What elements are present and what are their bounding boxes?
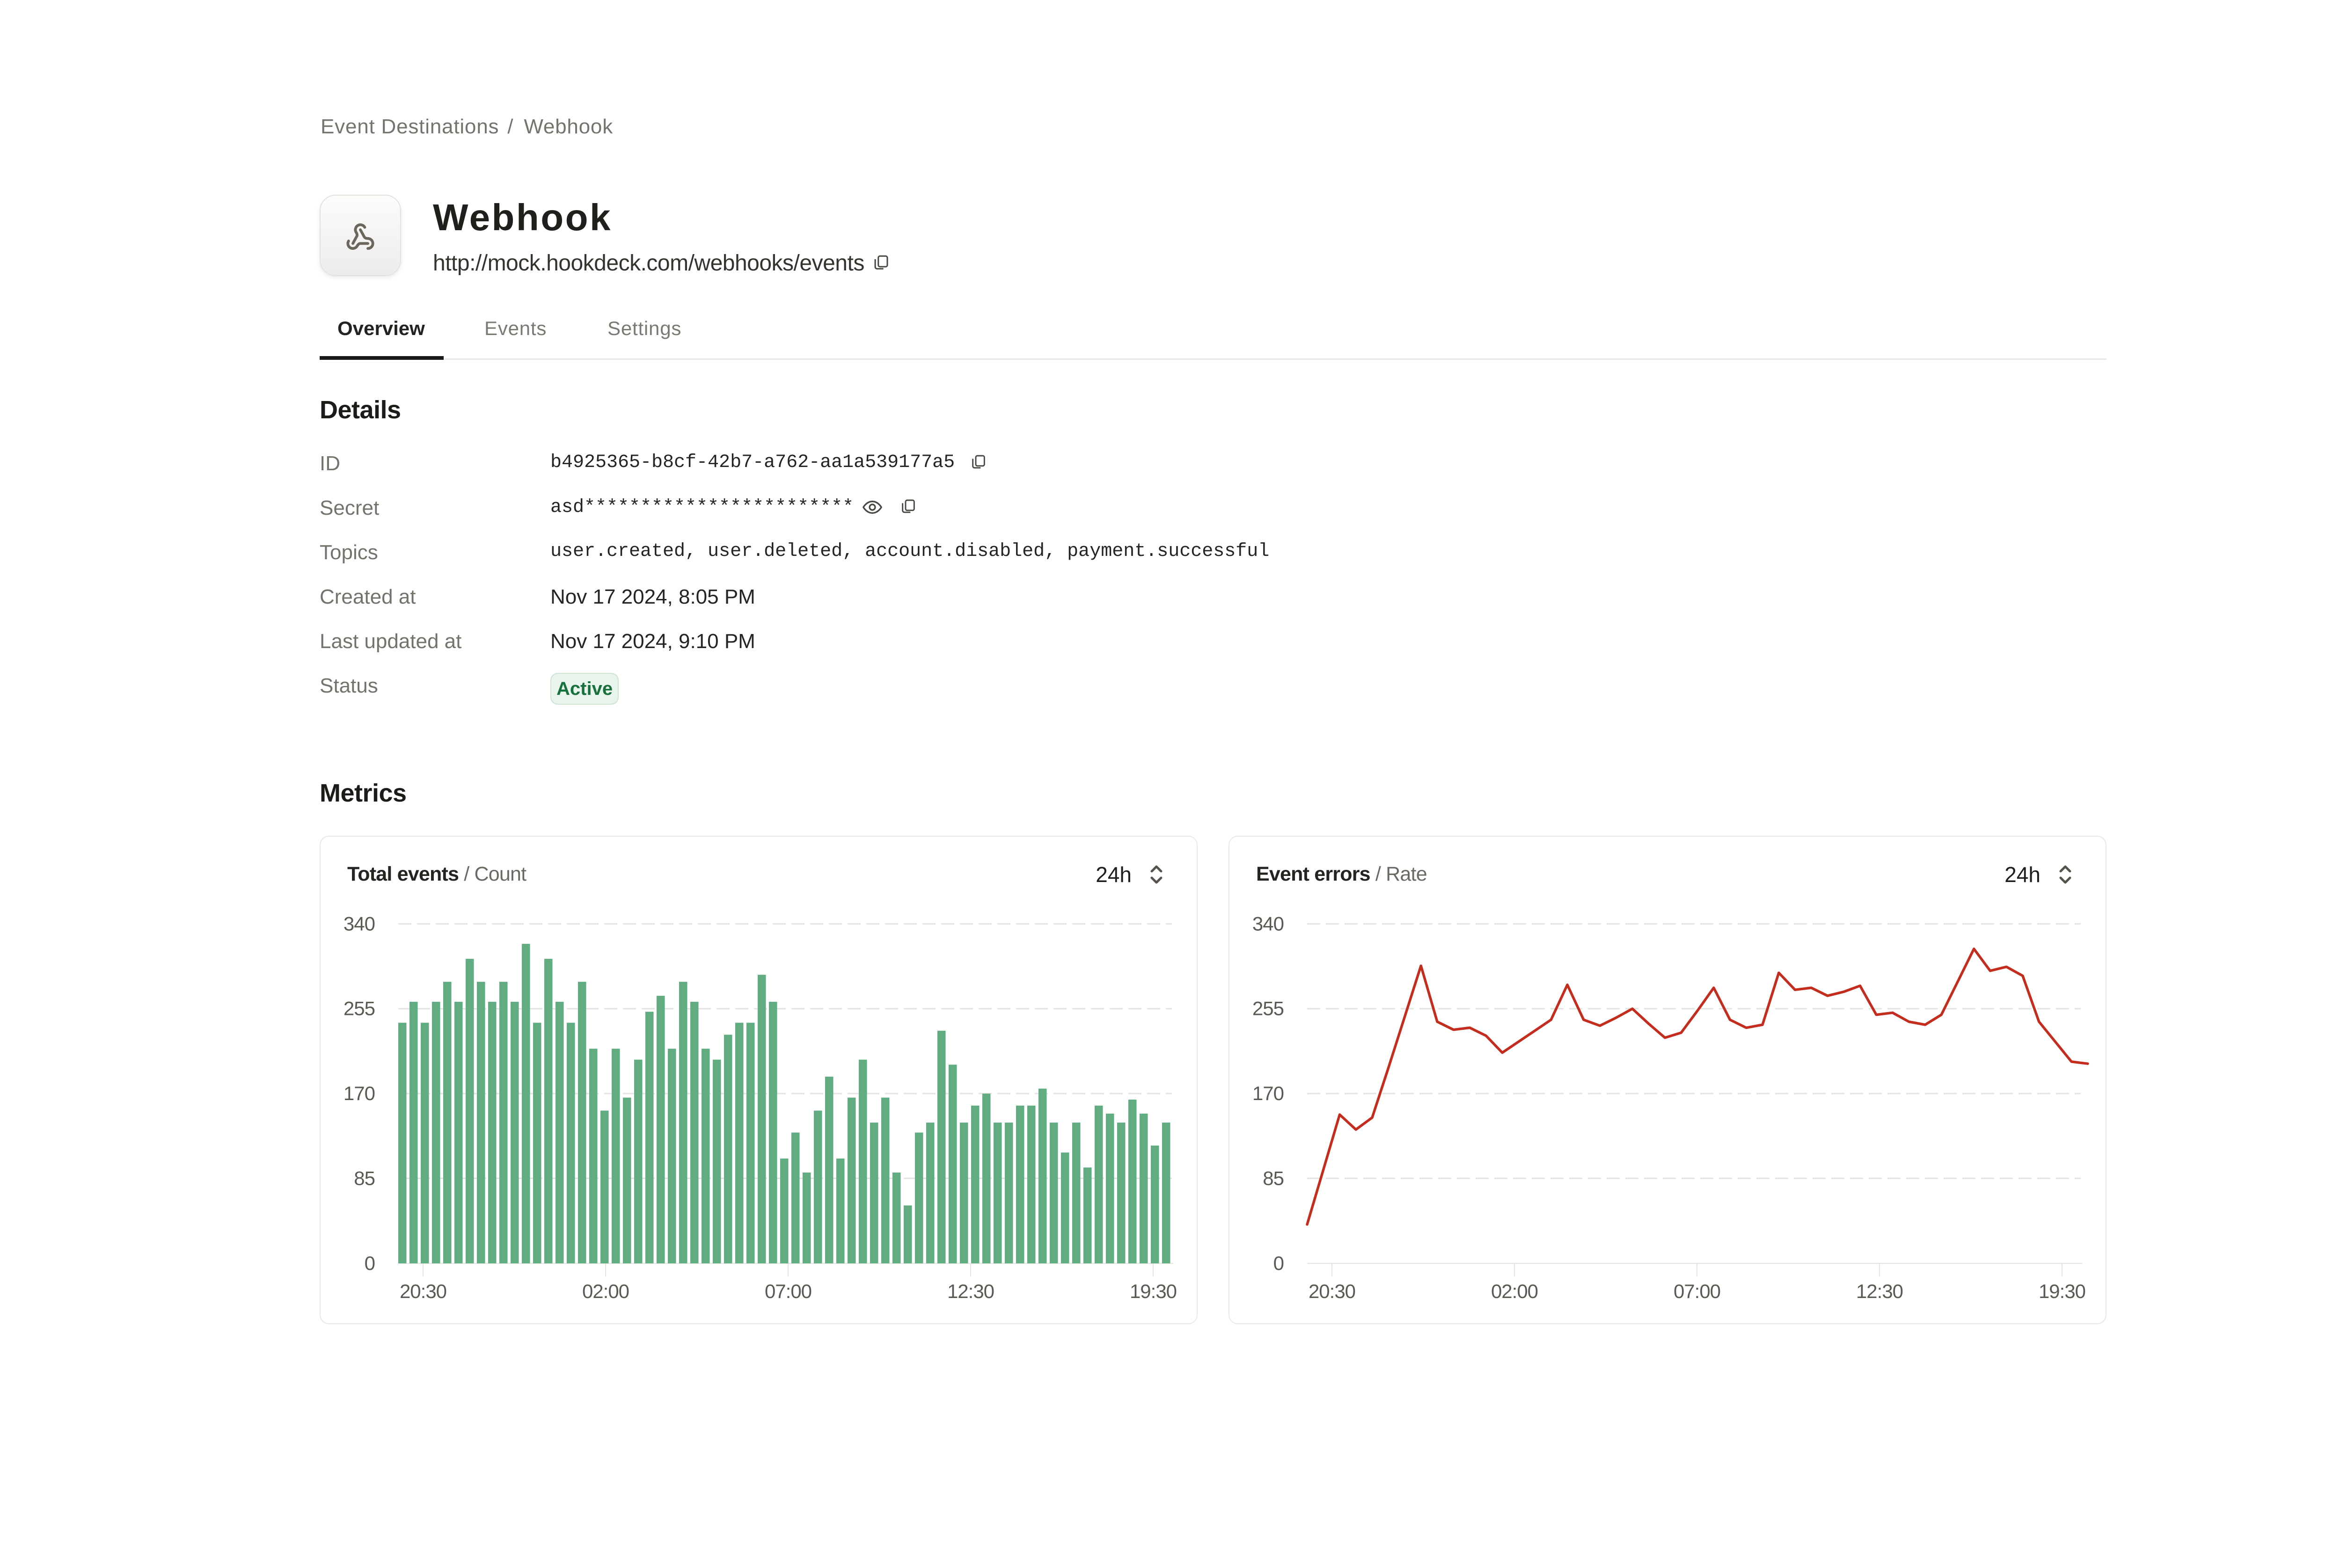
- svg-text:12:30: 12:30: [947, 1280, 994, 1302]
- svg-text:170: 170: [344, 1082, 375, 1104]
- svg-text:02:00: 02:00: [582, 1280, 629, 1302]
- svg-text:0: 0: [1273, 1252, 1284, 1274]
- svg-text:12:30: 12:30: [1856, 1280, 1903, 1302]
- svg-text:85: 85: [1263, 1167, 1284, 1189]
- svg-text:19:30: 19:30: [1130, 1280, 1177, 1302]
- svg-text:0: 0: [365, 1252, 375, 1274]
- svg-text:07:00: 07:00: [765, 1280, 812, 1302]
- svg-text:85: 85: [354, 1167, 375, 1189]
- svg-text:255: 255: [344, 998, 375, 1020]
- svg-text:20:30: 20:30: [400, 1280, 446, 1302]
- svg-text:170: 170: [1252, 1082, 1284, 1104]
- svg-text:19:30: 19:30: [2039, 1280, 2085, 1302]
- svg-text:20:30: 20:30: [1309, 1280, 1355, 1302]
- svg-text:255: 255: [1252, 998, 1284, 1020]
- svg-text:02:00: 02:00: [1491, 1280, 1538, 1302]
- svg-text:340: 340: [344, 912, 375, 934]
- svg-text:340: 340: [1252, 912, 1284, 934]
- svg-text:07:00: 07:00: [1674, 1280, 1720, 1302]
